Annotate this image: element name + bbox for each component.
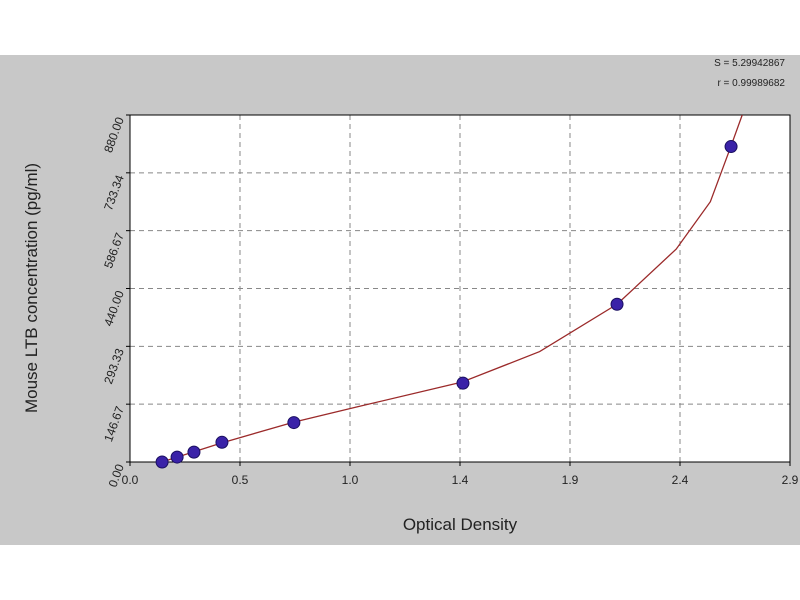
- data-point: [155, 455, 169, 469]
- x-tick-label: 2.9: [782, 473, 799, 487]
- data-point: [170, 450, 184, 464]
- data-point: [187, 445, 201, 459]
- x-axis-title: Optical Density: [403, 515, 518, 534]
- y-axis-title: Mouse LTB concentration (pg/ml): [22, 163, 41, 413]
- x-tick-label: 1.9: [562, 473, 579, 487]
- x-tick-label: 0.0: [122, 473, 139, 487]
- data-point: [215, 435, 229, 449]
- plot-frame: [129, 114, 791, 463]
- x-tick-label: 2.4: [672, 473, 689, 487]
- data-point: [610, 297, 624, 311]
- x-tick-label: 1.4: [452, 473, 469, 487]
- data-point: [724, 140, 738, 154]
- x-tick-label: 1.0: [342, 473, 359, 487]
- data-point: [456, 376, 470, 390]
- annotation: r = 0.99989682: [717, 78, 785, 89]
- data-point: [287, 416, 301, 430]
- fit-curve: [161, 115, 743, 462]
- annotation: S = 5.29942867: [714, 58, 785, 69]
- x-tick-label: 0.5: [232, 473, 249, 487]
